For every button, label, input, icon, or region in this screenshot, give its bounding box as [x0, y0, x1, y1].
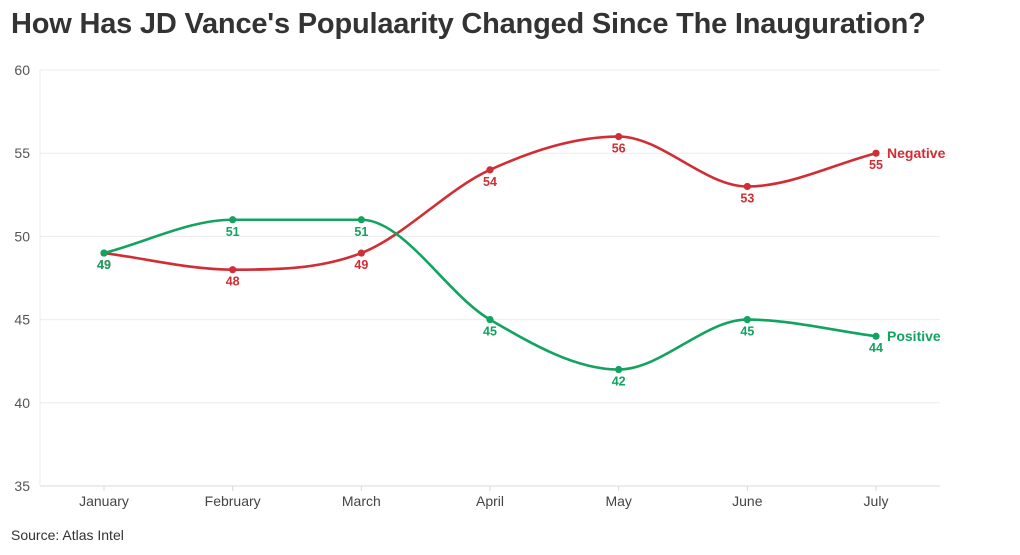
negative-point — [743, 182, 751, 191]
y-tick-label: 35 — [14, 478, 30, 494]
negative-point — [357, 249, 365, 257]
y-tick-label: 45 — [14, 312, 30, 328]
negative-data-label: 48 — [226, 275, 240, 289]
negative-point — [615, 132, 623, 141]
x-tick-label: June — [732, 493, 763, 509]
positive-data-label: 51 — [354, 225, 368, 239]
positive-point — [743, 316, 751, 324]
y-tick-label: 50 — [14, 228, 30, 244]
x-tick-label: July — [864, 493, 889, 509]
positive-data-label: 49 — [97, 258, 111, 272]
positive-data-label: 42 — [612, 375, 626, 389]
y-tick-label: 60 — [14, 62, 30, 78]
x-tick-label: January — [79, 493, 129, 509]
negative-point — [229, 266, 237, 274]
gridlines — [39, 69, 940, 491]
positive-point — [486, 316, 494, 324]
positive-data-label: 45 — [483, 325, 497, 339]
positive-point — [615, 365, 623, 374]
negative-data-label: 55 — [869, 158, 883, 172]
negative-line — [102, 135, 878, 271]
positive-point — [357, 216, 365, 224]
negative-data-label: 56 — [612, 142, 626, 156]
source-note: Source: Atlas Intel — [11, 527, 124, 543]
x-tick-label: April — [476, 493, 504, 509]
series-points — [100, 132, 880, 374]
positive-point — [229, 216, 237, 224]
negative-data-label: 49 — [354, 258, 368, 272]
negative-point — [486, 166, 494, 174]
negative-data-label: 49 — [97, 258, 111, 272]
y-tick-label: 40 — [14, 395, 30, 411]
chart-title: How Has JD Vance's Populaarity Changed S… — [11, 8, 926, 40]
x-tick-label: May — [605, 493, 631, 509]
positive-point — [872, 332, 880, 340]
y-axis-ticks: 35 40 45 50 55 60 — [14, 62, 30, 494]
negative-data-label: 53 — [740, 191, 754, 205]
positive-data-label: 44 — [869, 341, 883, 355]
negative-data-label: 54 — [483, 175, 497, 189]
negative-series-label: Negative — [887, 145, 946, 161]
positive-series-label: Positive — [887, 328, 941, 344]
positive-line — [102, 218, 878, 371]
negative-point — [872, 149, 880, 157]
positive-data-label: 45 — [740, 325, 754, 339]
x-axis-ticks: January February March April May June July — [79, 493, 888, 509]
x-tick-label: February — [205, 493, 261, 509]
x-tick-label: March — [342, 493, 381, 509]
y-tick-label: 55 — [14, 145, 30, 161]
positive-data-label: 51 — [226, 225, 240, 239]
positive-point — [100, 249, 108, 257]
